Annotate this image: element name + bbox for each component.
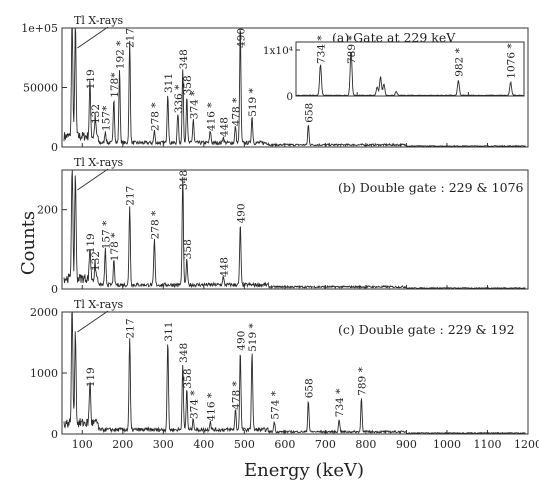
y-tick-label: 0 — [51, 141, 58, 154]
spectrum-trace — [63, 27, 526, 148]
x-tick-label: 1000 — [433, 438, 461, 451]
y-tick-label: 1000 — [30, 367, 58, 380]
peak-label: 490 — [235, 331, 247, 351]
peak-label: 278 * — [149, 102, 161, 131]
panel-title: (b) Double gate : 229 & 1076 — [338, 180, 524, 195]
peak-label: 336 * — [173, 84, 185, 113]
panel-frame — [61, 169, 529, 290]
peak-label: 478 * — [230, 97, 242, 126]
x-tick-label: 700 — [315, 438, 336, 451]
peak-label: 119 — [85, 233, 97, 253]
inset-plot: 0 1x10⁴ 734 * 789 * 982 * 1076 * — [263, 35, 525, 103]
x-tick-label: 600 — [274, 438, 295, 451]
spectrum-trace — [63, 311, 526, 435]
peak-label: 374 * — [188, 90, 200, 119]
peak-label: 348 — [178, 343, 190, 363]
x-tick-label: 300 — [153, 438, 174, 451]
peak-label: 358 — [182, 368, 194, 388]
inset-peak-label: 734 * — [316, 35, 328, 64]
peak-label: 157* — [100, 105, 112, 131]
y-tick-label: 50000 — [23, 82, 58, 95]
y-tick-label: 200 — [37, 204, 58, 217]
peak-label: 374 * — [188, 390, 200, 419]
peak-label: 448 — [218, 117, 230, 137]
y-tick-label: 2000 — [30, 306, 58, 319]
inset-peak-label: 982 * — [453, 47, 465, 76]
y-tick-label: 0 — [51, 283, 58, 296]
peak-label: 157 * — [100, 220, 112, 249]
peak-label: 178 * — [109, 232, 121, 261]
peak-label: 178* — [109, 72, 121, 98]
xray-label: Tl X-rays — [74, 156, 124, 169]
peak-label: 416 * — [205, 392, 217, 421]
peak-label: 132 — [90, 104, 102, 124]
peak-label: 217 — [125, 28, 137, 48]
xray-leader-line — [77, 310, 109, 333]
x-axis: 100 200 300 400 500 600 700 800 900 1000 1100 1200 — [72, 438, 539, 451]
peak-label: 734 * — [334, 388, 346, 417]
peak-label: 119 — [85, 367, 97, 387]
peak-label: 192 * — [115, 40, 127, 69]
inset-spectrum-trace — [295, 51, 524, 97]
peak-label: 348 — [178, 170, 190, 190]
x-tick-label: 200 — [112, 438, 133, 451]
peak-label: 519 * — [247, 323, 259, 352]
peak-label: 789 * — [357, 366, 369, 395]
y-tick-label: 1e+05 — [21, 22, 58, 35]
panel-title: (c) Double gate : 229 & 192 — [338, 322, 515, 337]
peak-label: 119 — [85, 69, 97, 89]
x-tick-label: 100 — [72, 438, 93, 451]
xray-leader-line — [77, 168, 109, 191]
peak-label: 478 * — [230, 381, 242, 410]
peak-label: 311 — [163, 73, 175, 93]
peak-label: 658 — [303, 103, 315, 123]
panel-title: (a) Gate at 229 keV — [332, 30, 456, 45]
x-axis-title: Energy (keV) — [244, 460, 364, 481]
peak-label: 416 * — [205, 102, 217, 131]
inset-peak-label: 789 * — [346, 35, 358, 64]
spectrum-trace — [63, 169, 526, 290]
inset-y-tick-label: 1x10⁴ — [263, 45, 293, 57]
xray-label: Tl X-rays — [74, 14, 124, 27]
x-tick-label: 1100 — [473, 438, 501, 451]
x-tick-label: 500 — [234, 438, 255, 451]
peak-label: 358 — [182, 75, 194, 95]
inset-frame — [295, 41, 525, 97]
inset-peak-label: 1076 * — [506, 43, 518, 79]
x-tick-label: 1200 — [514, 438, 539, 451]
peak-label: 490 — [235, 203, 247, 223]
x-tick-label: 800 — [355, 438, 376, 451]
peak-label: 358 — [182, 239, 194, 259]
peak-label: 490 — [235, 28, 247, 48]
x-tick-label: 900 — [396, 438, 417, 451]
y-tick-label: 0 — [51, 428, 58, 441]
peak-label: 658 — [303, 378, 315, 398]
peak-label: 574 * — [269, 390, 281, 419]
peak-label: 311 — [163, 322, 175, 342]
peak-label: 217 — [125, 318, 137, 338]
peak-label: 278 * — [149, 210, 161, 239]
peak-label: 348 — [178, 49, 190, 69]
x-tick-label: 400 — [193, 438, 214, 451]
inset-y-tick-label: 0 — [286, 91, 293, 103]
xray-label: Tl X-rays — [74, 298, 124, 311]
xray-leader-line — [77, 26, 109, 49]
peak-label: 217 — [125, 186, 137, 206]
peak-label: 448 — [218, 257, 230, 277]
peak-label: 132 — [90, 251, 102, 271]
peak-label: 519 * — [247, 87, 259, 116]
y-axis-title: Counts — [18, 211, 39, 275]
